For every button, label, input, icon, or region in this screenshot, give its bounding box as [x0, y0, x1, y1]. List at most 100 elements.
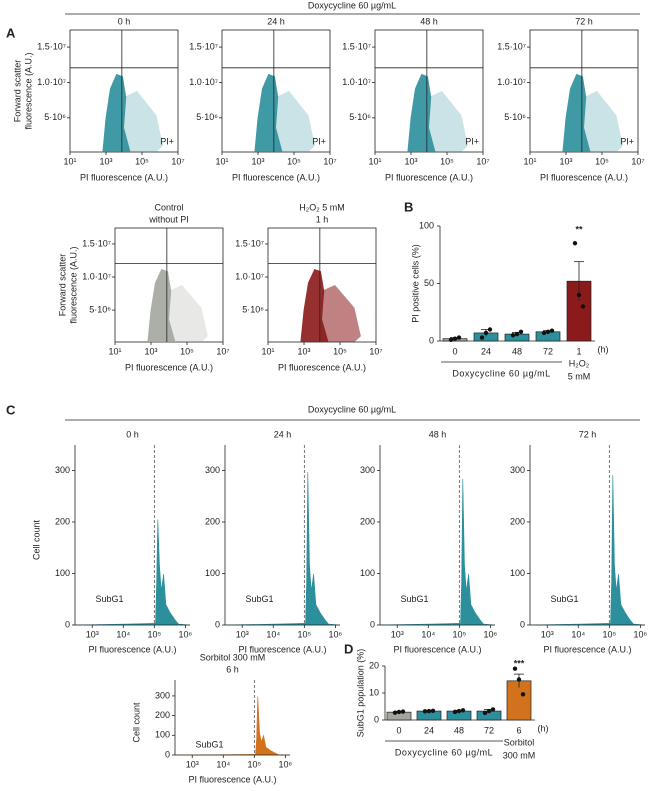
replicate-point: [392, 710, 398, 715]
plot-title: 1 h: [316, 214, 329, 224]
x-tick-label: 0: [452, 346, 457, 356]
x-tick-label: 10¹: [108, 346, 121, 356]
plot-title: 6 h: [226, 664, 239, 674]
x-tick-label: 10⁴: [216, 759, 230, 769]
replicate-point: [572, 241, 578, 246]
replicate-point: [576, 292, 582, 298]
x-tick-label: 10⁷: [216, 346, 229, 356]
x-tick-label: 72: [543, 346, 553, 356]
condition-label: 5 mM: [568, 371, 591, 381]
replicate-point: [448, 337, 454, 343]
y-axis-label: Cell count: [31, 519, 41, 560]
replicate-point: [487, 327, 493, 332]
x-tick-label: 10⁴: [116, 629, 130, 639]
replicate-point: [452, 336, 458, 341]
replicate-point: [545, 329, 551, 334]
replicate-point: [514, 331, 520, 337]
x-tick-label: 10³: [541, 629, 554, 639]
y-tick-label: 0: [65, 619, 70, 629]
plot-title: Control: [154, 202, 183, 212]
x-tick-label: 10¹: [368, 156, 381, 166]
x-tick-label: 10⁶: [634, 629, 648, 639]
y-tick-label: 5·10⁶: [44, 112, 66, 122]
x-tick-label: 10³: [99, 156, 112, 166]
tail-cloud: [319, 285, 361, 342]
y-tick-label: 1.5·10⁷: [189, 41, 218, 51]
plot-title: H₂O₂ 5 mM: [299, 202, 345, 212]
x-tick-label: 10⁷: [171, 156, 184, 166]
replicate-point: [580, 304, 586, 309]
y-tick-label: 1.0·10⁷: [37, 77, 66, 87]
x-tick-label: 10⁵: [297, 629, 311, 639]
subg1-label: SubG1: [550, 594, 578, 604]
y-tick-label: 200: [360, 516, 375, 526]
y-tick-label: 300: [510, 465, 525, 475]
unit-label: (h): [538, 723, 549, 733]
y-tick-label: 1.5·10⁷: [235, 238, 264, 248]
group-label: Doxycycline 60 µg/mL: [452, 368, 550, 378]
plot-title: 24 h: [267, 16, 285, 26]
histogram: [174, 696, 291, 756]
y-tick-label: 5·10⁶: [349, 112, 371, 122]
y-tick-label: 1.0·10⁷: [235, 271, 264, 281]
x-tick-label: 10⁶: [179, 629, 193, 639]
event-cloud: [407, 73, 436, 152]
tail-cloud: [121, 91, 163, 152]
x-tick-label: 24: [481, 346, 491, 356]
y-tick-label: 5·10⁶: [242, 304, 264, 314]
y-tick-label: 1.0·10⁷: [342, 77, 371, 87]
gate-label: PI+: [312, 136, 326, 146]
x-axis-label: PI fluorescence (A.U.): [543, 644, 631, 654]
x-tick-label: 10⁴: [421, 629, 435, 639]
y-tick-label: 100: [360, 568, 375, 578]
plot-title: 48 h: [420, 16, 438, 26]
condition-label: 300 mM: [503, 750, 536, 760]
plot-title: 72 h: [575, 16, 593, 26]
panel-label: C: [6, 402, 16, 417]
group-label: Doxycycline 60 µg/mL: [395, 747, 493, 757]
y-axis-label: Cell count: [131, 702, 141, 743]
plot-title: 0 h: [118, 16, 131, 26]
x-tick-label: 10⁵: [452, 629, 466, 639]
gate-label: PI+: [620, 136, 634, 146]
x-axis-label: PI fluorescence (A.U.): [188, 774, 276, 784]
panel-label: D: [344, 641, 353, 656]
plot-title: 48 h: [429, 429, 447, 439]
x-tick-label: 48: [512, 346, 522, 356]
x-tick-label: 72: [484, 725, 494, 735]
x-axis-label: PI fluorescence (A.U.): [540, 172, 628, 182]
x-tick-label: 10⁶: [484, 629, 498, 639]
y-tick-label: 300: [155, 690, 170, 700]
significance: **: [575, 224, 583, 234]
replicate-point: [479, 335, 485, 340]
event-cloud: [102, 73, 131, 152]
section-header: Doxycycline 60 µg/mL: [308, 404, 396, 414]
y-tick-label: 0: [215, 619, 220, 629]
replicate-point: [482, 710, 488, 716]
x-tick-label: 10⁵: [333, 346, 347, 356]
subg1-label: SubG1: [245, 594, 273, 604]
histogram: [529, 475, 646, 626]
replicate-point: [549, 328, 555, 333]
replicate-point: [460, 708, 466, 713]
y-tick-label: 100: [55, 568, 70, 578]
y-tick-label: 200: [55, 516, 70, 526]
replicate-point: [426, 708, 432, 714]
x-tick-label: 48: [454, 725, 464, 735]
y-tick-label: 100: [419, 220, 434, 230]
replicate-point: [483, 330, 489, 336]
tail-cloud: [273, 91, 315, 152]
section-header: Doxycycline 60 µg/mL: [308, 0, 396, 10]
y-axis-label: PI positive cells (%): [410, 244, 420, 323]
significance: ***: [514, 658, 525, 668]
replicate-point: [400, 709, 406, 714]
replicate-point: [396, 709, 402, 715]
y-tick-label: 0: [429, 335, 434, 345]
x-tick-label: 10¹: [261, 346, 274, 356]
x-tick-label: 10⁵: [147, 629, 161, 639]
x-tick-label: 10⁵: [602, 629, 616, 639]
y-tick-label: 100: [510, 568, 525, 578]
x-tick-label: 10⁶: [329, 629, 343, 639]
x-tick-label: 10⁷: [476, 156, 489, 166]
